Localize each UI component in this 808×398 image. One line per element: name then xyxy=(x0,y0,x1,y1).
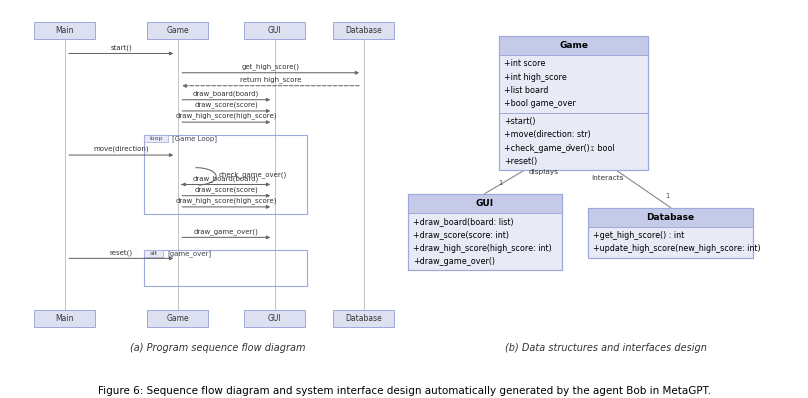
Text: reset(): reset() xyxy=(110,249,133,256)
FancyBboxPatch shape xyxy=(334,310,394,327)
Text: start(): start() xyxy=(111,44,132,51)
Text: Database: Database xyxy=(345,26,382,35)
Text: 1: 1 xyxy=(665,193,670,199)
Text: +bool game_over: +bool game_over xyxy=(504,100,575,108)
Text: +reset(): +reset() xyxy=(504,157,537,166)
FancyBboxPatch shape xyxy=(144,135,168,142)
Text: displays: displays xyxy=(528,169,558,175)
Text: +int score: +int score xyxy=(504,59,545,68)
FancyBboxPatch shape xyxy=(144,250,163,258)
Text: +draw_high_score(high_score: int): +draw_high_score(high_score: int) xyxy=(413,244,552,253)
FancyBboxPatch shape xyxy=(34,310,95,327)
Text: +get_high_score() : int: +get_high_score() : int xyxy=(592,231,684,240)
Text: Main: Main xyxy=(56,314,74,323)
FancyBboxPatch shape xyxy=(148,22,208,39)
FancyBboxPatch shape xyxy=(499,36,648,170)
Text: Database: Database xyxy=(646,213,695,222)
FancyBboxPatch shape xyxy=(334,22,394,39)
FancyBboxPatch shape xyxy=(408,193,562,213)
Text: 1: 1 xyxy=(567,144,571,150)
Text: GUI: GUI xyxy=(268,314,281,323)
Text: move(direction): move(direction) xyxy=(94,146,149,152)
Text: +check_game_over() : bool: +check_game_over() : bool xyxy=(504,144,615,152)
Text: 1: 1 xyxy=(498,180,503,186)
Text: draw_score(score): draw_score(score) xyxy=(195,101,258,108)
FancyBboxPatch shape xyxy=(499,36,648,55)
Text: +draw_board(board: list): +draw_board(board: list) xyxy=(413,217,514,226)
Text: draw_board(board): draw_board(board) xyxy=(193,175,259,181)
FancyBboxPatch shape xyxy=(34,22,95,39)
FancyBboxPatch shape xyxy=(245,310,305,327)
Text: draw_score(score): draw_score(score) xyxy=(195,186,258,193)
FancyBboxPatch shape xyxy=(408,193,562,270)
Text: alt: alt xyxy=(149,251,158,256)
Text: +int high_score: +int high_score xyxy=(504,73,566,82)
Text: +draw_score(score: int): +draw_score(score: int) xyxy=(413,230,509,240)
FancyBboxPatch shape xyxy=(148,310,208,327)
Text: draw_high_score(high_score): draw_high_score(high_score) xyxy=(175,197,277,204)
FancyBboxPatch shape xyxy=(587,208,753,227)
Text: (a) Program sequence flow diagram: (a) Program sequence flow diagram xyxy=(130,343,306,353)
Text: get_high_score(): get_high_score() xyxy=(242,63,300,70)
Text: Figure 6: Sequence flow diagram and system interface design automatically genera: Figure 6: Sequence flow diagram and syst… xyxy=(98,386,710,396)
FancyBboxPatch shape xyxy=(245,22,305,39)
Text: 1: 1 xyxy=(590,146,594,152)
Text: draw_board(board): draw_board(board) xyxy=(193,90,259,97)
Text: interacts: interacts xyxy=(591,176,623,181)
FancyBboxPatch shape xyxy=(587,208,753,258)
Text: +list board: +list board xyxy=(504,86,548,95)
Text: [game_over]: [game_over] xyxy=(167,250,212,257)
Text: +move(direction: str): +move(direction: str) xyxy=(504,130,591,139)
Text: draw_high_score(high_score): draw_high_score(high_score) xyxy=(175,113,277,119)
Text: Main: Main xyxy=(56,26,74,35)
Text: +start(): +start() xyxy=(504,117,535,126)
Text: GUI: GUI xyxy=(476,199,494,208)
Text: [Game Loop]: [Game Loop] xyxy=(172,135,217,142)
Text: loop: loop xyxy=(149,136,162,141)
Text: Game: Game xyxy=(166,314,189,323)
Text: +update_high_score(new_high_score: int): +update_high_score(new_high_score: int) xyxy=(592,244,760,254)
Text: +draw_game_over(): +draw_game_over() xyxy=(413,257,494,266)
Text: draw_game_over(): draw_game_over() xyxy=(194,228,259,234)
Text: Game: Game xyxy=(166,26,189,35)
Text: GUI: GUI xyxy=(268,26,281,35)
Text: check_game_over(): check_game_over() xyxy=(218,171,287,178)
Text: return high_score: return high_score xyxy=(240,76,301,83)
Text: Game: Game xyxy=(559,41,588,50)
Text: Database: Database xyxy=(345,314,382,323)
Text: (b) Data structures and interfaces design: (b) Data structures and interfaces desig… xyxy=(505,343,707,353)
